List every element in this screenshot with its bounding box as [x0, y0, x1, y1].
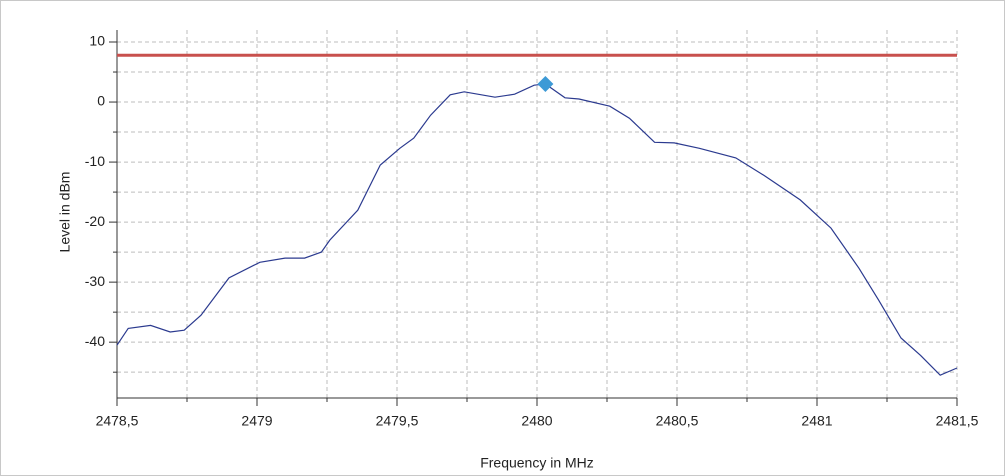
y-tick-label: -30	[85, 273, 105, 289]
y-axis-label: Level in dBm	[57, 172, 73, 253]
y-tick-label: -20	[85, 213, 105, 229]
x-axis-label: Frequency in MHz	[480, 455, 594, 471]
x-tick-label: 2478,5	[96, 413, 139, 429]
x-tick-label: 2480	[521, 413, 552, 429]
x-tick-label: 2481,5	[936, 413, 979, 429]
y-tick-label: -40	[85, 333, 105, 349]
x-tick-label: 2479	[241, 413, 272, 429]
y-tick-label: -10	[85, 153, 105, 169]
y-tick-label: 10	[89, 33, 105, 49]
y-tick-label: 0	[97, 93, 105, 109]
x-tick-label: 2481	[801, 413, 832, 429]
x-tick-label: 2479,5	[376, 413, 419, 429]
spectrum-line	[116, 83, 958, 376]
peak-marker	[537, 76, 554, 93]
x-tick-label: 2480,5	[656, 413, 699, 429]
